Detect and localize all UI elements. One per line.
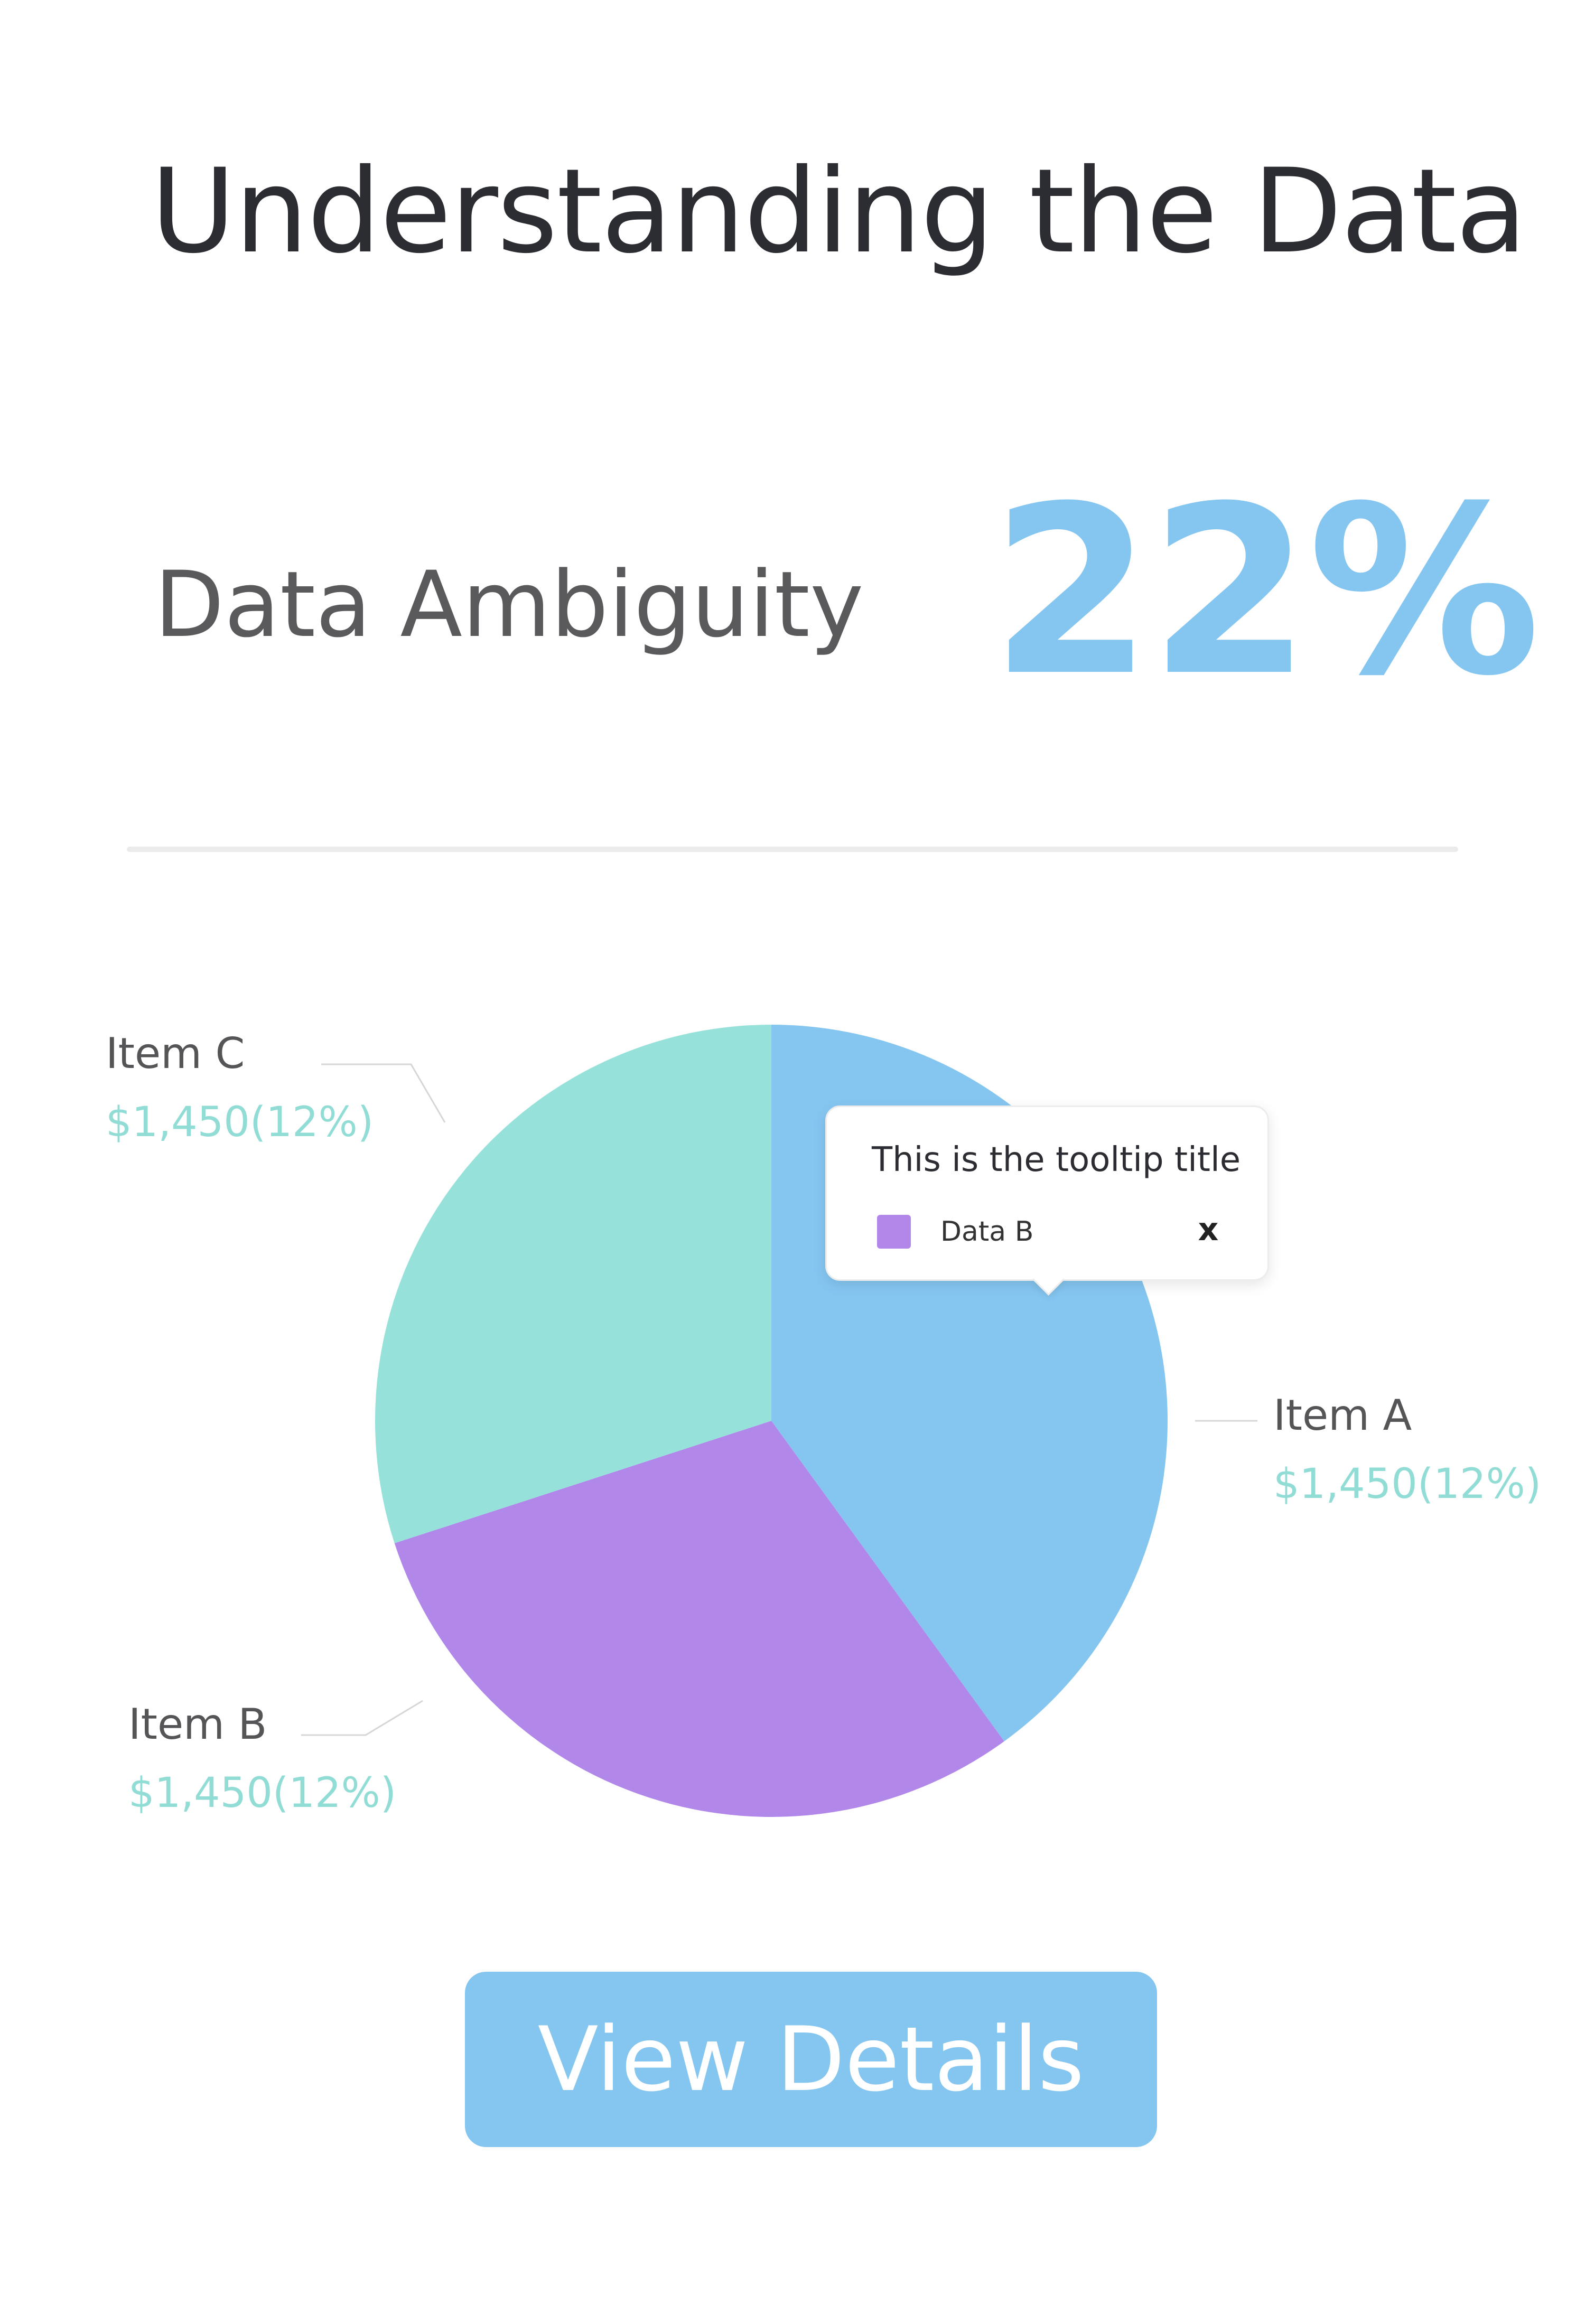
metric-value: 22% [991,456,1541,727]
pie-label-item-c: Item C $1,450(12%) [106,1027,374,1149]
pie-label-item-c-value: $1,450(12%) [106,1099,374,1146]
view-details-button[interactable]: View Details [465,1972,1157,2147]
page-title: Understanding the Data [151,144,1527,279]
pie-label-item-a-name: Item A [1273,1391,1412,1440]
pie-slice-item-b[interactable] [394,1421,1004,1817]
tooltip-title: This is the tooltip title [872,1140,1241,1179]
chart-tooltip: This is the tooltip title Data B x [825,1105,1269,1281]
metric-label: Data Ambiguity [154,551,864,658]
close-icon[interactable]: x [1198,1211,1219,1248]
pie-label-item-c-name: Item C [106,1029,245,1078]
pie-label-item-b-name: Item B [128,1700,267,1749]
tooltip-series-swatch [877,1215,911,1249]
tooltip-series-name: Data B [940,1216,1034,1248]
pie-label-item-a: Item A $1,450(12%) [1273,1389,1541,1511]
pie-slice-item-c[interactable] [375,1025,771,1543]
pie-label-item-a-value: $1,450(12%) [1273,1460,1542,1508]
section-divider [127,847,1458,852]
pie-label-item-b: Item B $1,450(12%) [128,1698,396,1820]
pie-label-item-b-value: $1,450(12%) [128,1769,397,1817]
